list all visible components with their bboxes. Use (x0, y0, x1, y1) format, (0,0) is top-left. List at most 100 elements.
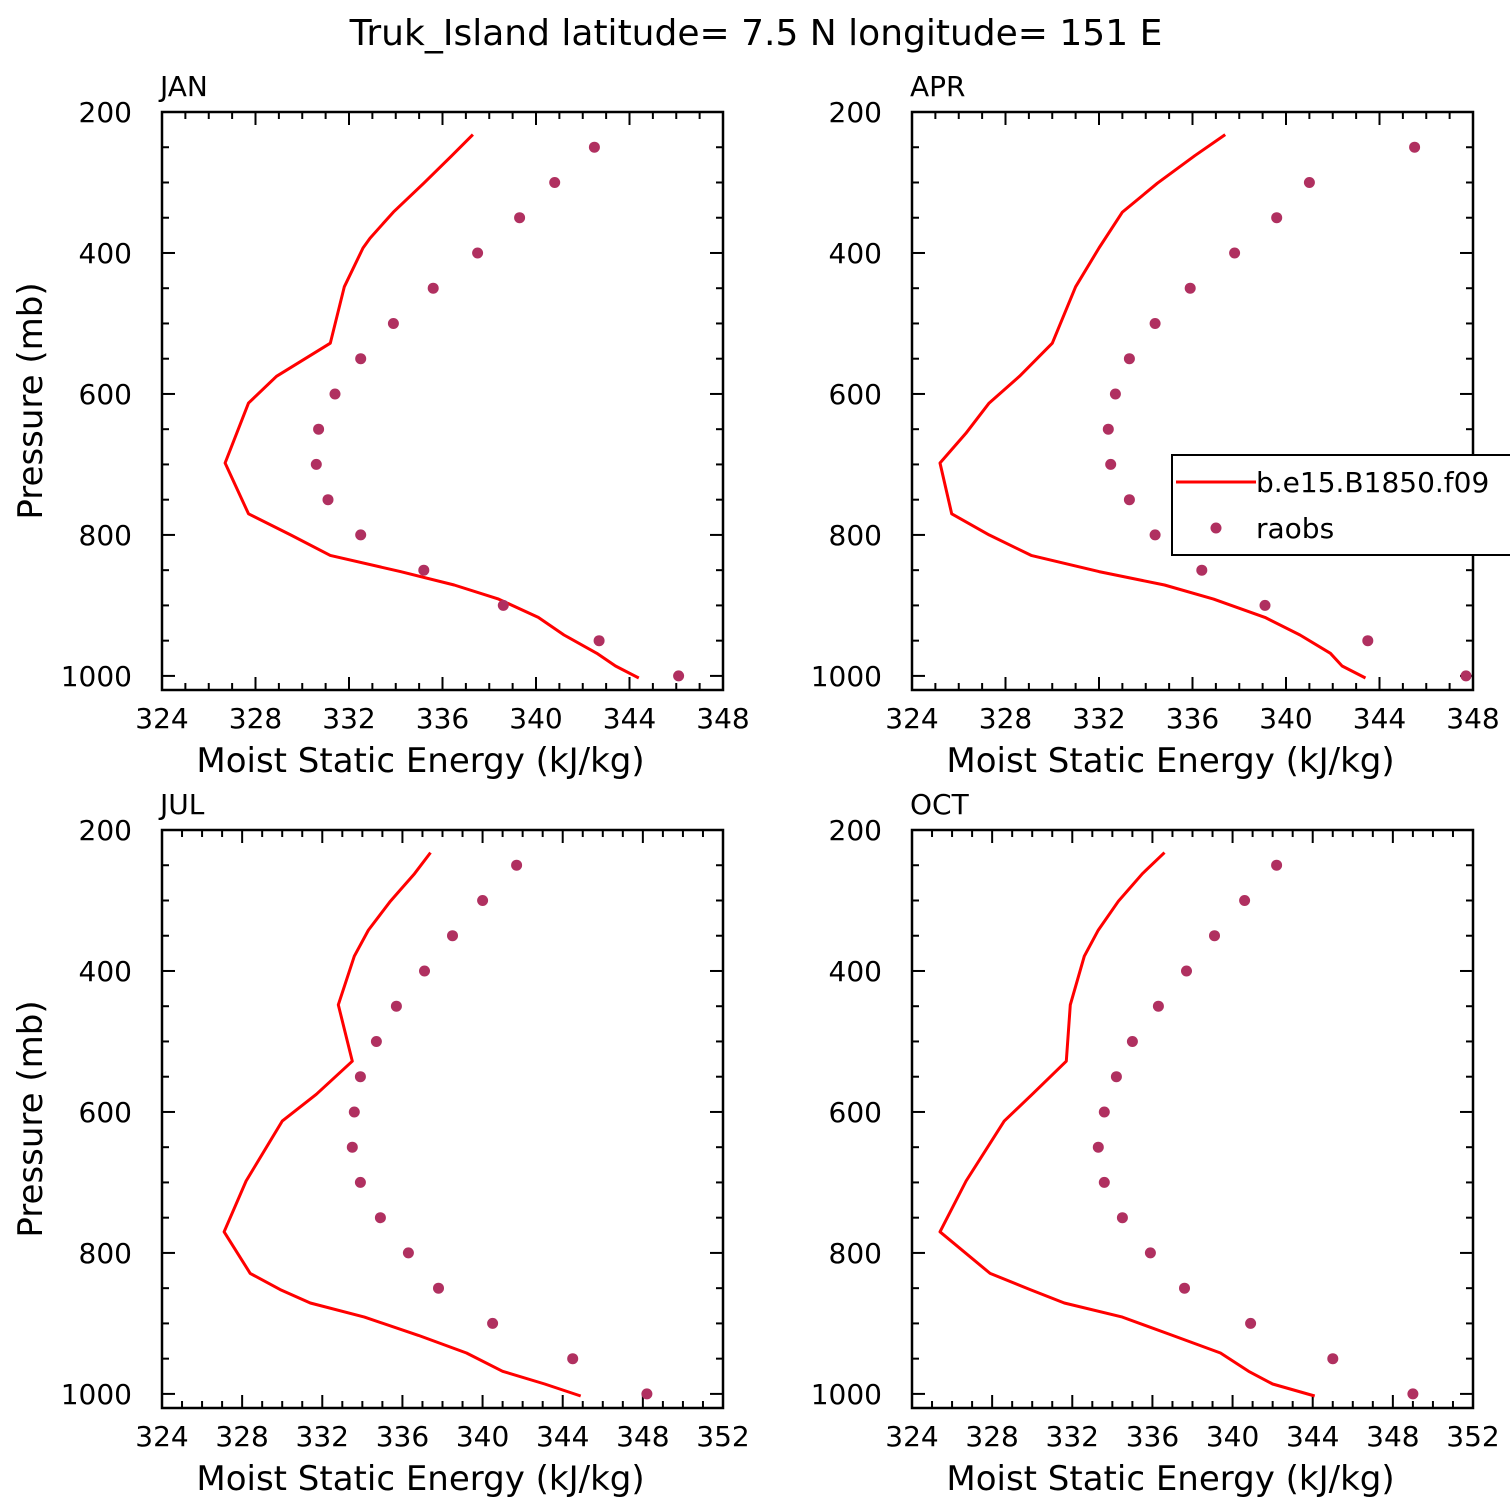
x-tick-label: 352 (1446, 1420, 1499, 1453)
raobs-point (487, 1317, 499, 1329)
y-tick-label: 600 (79, 378, 132, 411)
x-tick-label: 348 (616, 1420, 669, 1453)
panel-oct: 324 328 332 336 340 344 348 352 200 400 600 800 1000… (811, 788, 1500, 1499)
raobs-point (390, 1000, 402, 1012)
raobs-point (1116, 1212, 1128, 1224)
x-tick-label: 344 (603, 702, 656, 735)
x-tick-label: 340 (456, 1420, 509, 1453)
x-tick-label: 344 (536, 1420, 589, 1453)
x-axis-label: Moist Static Energy (kJ/kg) (946, 741, 1394, 781)
raobs-point (1123, 353, 1135, 365)
y-tick-label: 400 (79, 955, 132, 988)
raobs-point (447, 930, 458, 942)
x-tick-label: 336 (1126, 1420, 1179, 1453)
x-tick-label: 352 (696, 1420, 749, 1453)
raobs-point (567, 1353, 579, 1365)
raobs-point (1098, 1176, 1110, 1188)
x-tick-label: 324 (135, 702, 188, 735)
raobs-point (1259, 599, 1271, 611)
raobs-point (511, 859, 523, 871)
legend-box (1171, 454, 1510, 556)
raobs-point (1239, 895, 1251, 906)
x-tick-label: 340 (1259, 702, 1312, 735)
x-axis-label: Moist Static Energy (kJ/kg) (196, 741, 644, 781)
raobs-point (1303, 177, 1315, 188)
y-tick-label: 1000 (811, 1378, 882, 1411)
raobs-point (374, 1212, 386, 1224)
panel-title: JAN (158, 70, 208, 103)
panel-title: OCT (910, 788, 970, 821)
x-tick-label: 336 (416, 702, 469, 735)
x-tick-label: 348 (1366, 1420, 1419, 1453)
raobs-point (1196, 564, 1208, 576)
plot-frame (160, 110, 725, 692)
raobs-point (1184, 282, 1196, 294)
plot-frame (910, 110, 1475, 692)
raobs-point (1209, 930, 1220, 942)
y-tick-label: 200 (79, 814, 132, 847)
raobs-point (322, 494, 334, 506)
raobs-point (348, 1106, 360, 1118)
y-tick-label: 400 (829, 955, 882, 988)
y-tick-label: 200 (829, 814, 882, 847)
raobs-point (593, 635, 605, 647)
x-tick-label: 336 (376, 1420, 429, 1453)
model-line (938, 133, 1367, 680)
raobs-point (329, 388, 341, 400)
raobs-point (1098, 1106, 1110, 1118)
raobs-point (549, 177, 561, 188)
raobs-point (354, 1071, 366, 1083)
y-tick-label: 600 (79, 1096, 132, 1129)
y-tick-label: 1000 (61, 660, 132, 693)
raobs-point (1152, 1000, 1164, 1012)
x-axis-label: Moist Static Energy (kJ/kg) (196, 1459, 644, 1499)
raobs-point (673, 670, 685, 682)
model-line (222, 851, 582, 1398)
raobs-point (1102, 423, 1114, 435)
x-tick-label: 336 (1166, 702, 1219, 735)
x-tick-label: 344 (1353, 702, 1406, 735)
y-tick-label: 1000 (811, 660, 882, 693)
x-tick-label: 332 (1072, 702, 1125, 735)
raobs-point (641, 1388, 653, 1400)
raobs-point (588, 141, 600, 153)
y-tick-label: 1000 (61, 1378, 132, 1411)
y-tick-label: 800 (79, 1237, 132, 1270)
y-tick-label: 600 (829, 1096, 882, 1129)
plot-frame (910, 828, 1475, 1410)
panel-apr: 324 328 332 336 340 344 348 200 400 600 800 1000 APR… (811, 70, 1500, 781)
legend-label-raobs: raobs (1256, 512, 1334, 545)
y-tick-label: 200 (829, 96, 882, 129)
raobs-point (419, 965, 430, 977)
raobs-point (370, 1036, 382, 1047)
y-tick-label: 800 (829, 519, 882, 552)
x-tick-label: 328 (979, 702, 1032, 735)
x-tick-label: 328 (965, 1420, 1018, 1453)
raobs-point (355, 353, 367, 365)
raobs-point (1144, 1247, 1156, 1259)
x-tick-label: 348 (696, 702, 749, 735)
legend-dot-swatch (1210, 522, 1222, 534)
y-tick-label: 600 (829, 378, 882, 411)
raobs-point (1110, 1071, 1122, 1083)
raobs-point (402, 1247, 414, 1259)
legend: b.e15.B1850.f09 raobs (1171, 454, 1510, 556)
raobs-point (427, 282, 439, 294)
x-tick-label: 328 (229, 702, 282, 735)
x-tick-label: 328 (215, 1420, 268, 1453)
panel-title: JUL (158, 788, 205, 821)
y-tick-label: 800 (829, 1237, 882, 1270)
y-tick-label: 200 (79, 96, 132, 129)
x-tick-label: 324 (885, 702, 938, 735)
raobs-point (1123, 494, 1135, 506)
legend-label-model: b.e15.B1850.f09 (1256, 466, 1489, 499)
raobs-point (1271, 212, 1283, 224)
x-tick-label: 332 (1046, 1420, 1099, 1453)
raobs-point (1271, 859, 1283, 871)
model-line (938, 851, 1316, 1398)
raobs-point (472, 247, 484, 259)
y-tick-label: 400 (829, 237, 882, 270)
raobs-point (1179, 1282, 1190, 1294)
raobs-point (346, 1141, 358, 1153)
